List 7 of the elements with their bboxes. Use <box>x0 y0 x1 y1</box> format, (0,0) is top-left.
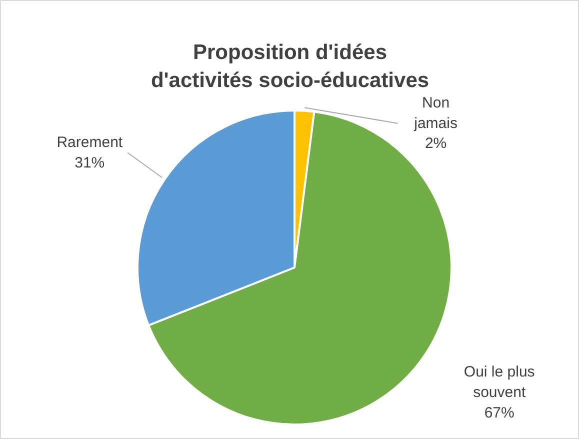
data-label: 31% <box>74 154 105 172</box>
slice-label: Rarement <box>56 134 124 152</box>
data-label: 67% <box>484 404 514 422</box>
slice-label: Oui le plus souvent <box>464 364 535 402</box>
chart-title: Proposition d'idées d'activités socio-éducatives <box>150 41 430 92</box>
data-label: 2% <box>424 135 447 152</box>
slice-label: Non jamais <box>413 94 458 132</box>
